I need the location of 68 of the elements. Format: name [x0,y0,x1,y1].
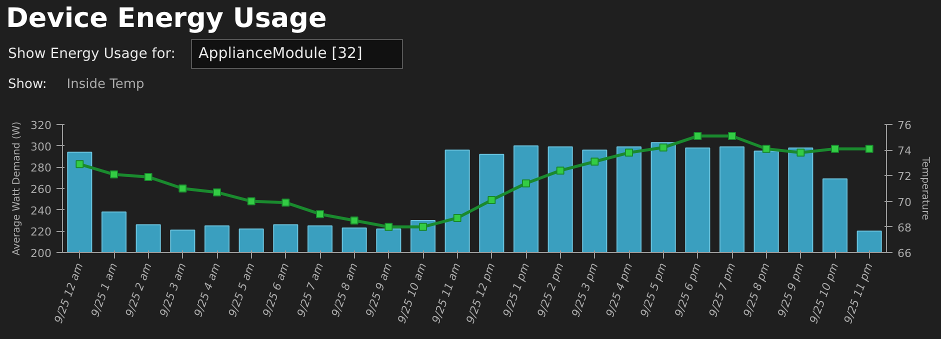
point [350,216,358,224]
x-tick-label: 9/25 5 pm [638,261,670,319]
point [488,196,496,204]
point [419,222,427,231]
x-tick-label: 9/25 4 am [192,261,224,318]
point [453,214,462,222]
x-tick-label: 9/25 7 pm [706,261,738,319]
point [694,132,702,140]
y-tick-label: 260 [30,183,52,196]
y-axis-title: Average Watt Demand (W) [12,121,23,256]
x-tick-label: 9/25 3 am [157,261,189,318]
point [796,148,805,157]
x-tick-label: 9/25 10 pm [807,261,842,326]
x-tick-label: 9/25 2 pm [534,261,566,319]
point [659,144,668,152]
y-tick-label: 240 [30,204,52,218]
y-tick-label: 320 [30,119,52,132]
point [831,144,839,153]
x-tick-label: 9/25 8 pm [740,261,772,319]
chart-title: Device Energy Usage [6,3,327,34]
text: Inside Temp [66,76,144,94]
point [762,144,770,153]
point [144,172,152,181]
text: ApplianceModule [32] [191,39,404,69]
text: Show: [8,76,47,94]
x-tick-label: 9/25 5 am [226,261,258,318]
y2-tick-label: 74 [898,144,912,158]
x-tick-label: 9/25 2 am [122,261,154,318]
x-tick-label: 9/25 9 am [363,261,395,318]
x-tick-label: 9/25 7 am [294,261,326,318]
point [556,166,564,175]
x-tick-label: 9/25 8 am [328,261,360,318]
y2-axis-title: Temperature [919,156,930,220]
point [316,210,324,218]
y-tick-label: 200 [30,247,52,260]
point [76,160,84,168]
y2-tick-label: 68 [898,221,912,234]
y-tick-label: 280 [30,162,52,175]
point [213,188,221,196]
y2-tick-label: 70 [898,196,912,209]
y2-tick-label: 72 [898,170,912,184]
y-tick-label: 300 [30,140,52,154]
y2-tick-label: 66 [898,247,912,260]
point [247,197,256,206]
x-tick-label: 9/25 3 pm [569,261,601,319]
x-tick-label: 9/25 11 pm [841,261,876,326]
y-tick-label: 220 [30,226,52,239]
point [384,222,393,231]
x-tick-label: 9/25 1 pm [500,261,532,319]
point [728,132,736,140]
point [282,198,290,207]
x-tick-label: 9/25 12 am [52,261,86,326]
x-tick-label: 9/25 6 am [260,261,292,318]
point [522,179,530,188]
x-tick-label: 9/25 1 am [88,261,120,318]
point [590,158,599,166]
point [178,184,187,192]
point [865,144,874,153]
point [625,148,633,157]
x-tick-label: 9/25 11 am [430,261,464,326]
x-tick-label: 9/25 4 pm [604,261,636,319]
point [110,170,118,178]
y2-tick-label: 76 [898,119,912,132]
x-tick-label: 9/25 12 pm [464,261,498,326]
x-tick-label: 9/25 9 pm [775,261,807,319]
x-tick-label: 9/25 10 am [395,261,430,326]
text: Show Energy Usage for: [8,45,176,64]
x-tick-label: 9/25 6 pm [672,261,704,319]
